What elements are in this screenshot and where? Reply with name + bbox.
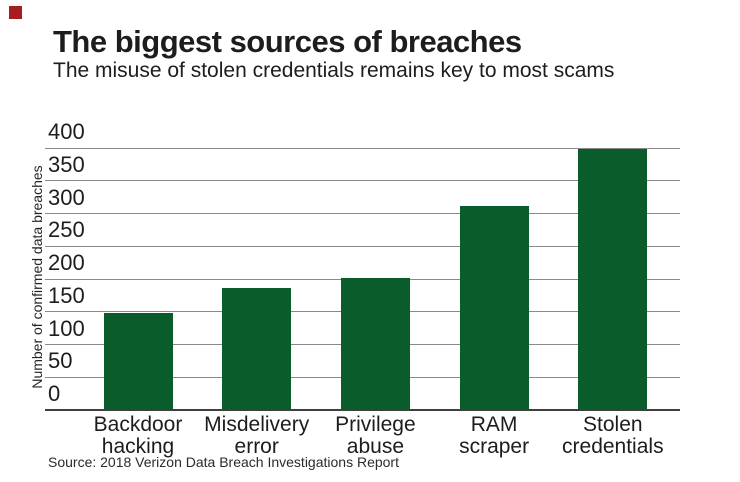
- x-category-label: Misdelivery error: [204, 413, 310, 458]
- x-category-label: Privilege abuse: [335, 413, 416, 458]
- y-tick-label: 100: [48, 315, 85, 341]
- x-axis-line: [45, 409, 680, 411]
- chart-title: The biggest sources of breaches: [53, 24, 522, 59]
- bar-ram-scraper: [459, 205, 529, 410]
- x-category-label: RAM scraper: [459, 413, 530, 458]
- y-tick-label: 250: [48, 217, 85, 243]
- chart-subtitle: The misuse of stolen credentials remains…: [53, 59, 615, 82]
- source-note: Source: 2018 Verizon Data Breach Investi…: [48, 454, 399, 470]
- y-tick-label: 350: [48, 151, 85, 177]
- bar-stolen-credentials: [578, 148, 648, 410]
- plot-area: 0 50 100 150 200 250 300 350 400 Backdoor hacking…: [45, 120, 680, 458]
- bar-misdelivery-error: [222, 287, 292, 410]
- x-category-label: Backdoor hacking: [93, 413, 183, 458]
- y-axis-title: Number of confirmed data breaches: [29, 165, 45, 389]
- gridline: [45, 213, 680, 214]
- bar-privilege-abuse: [340, 278, 410, 410]
- gridline: [45, 245, 680, 247]
- x-category-label: Stolen credentials: [562, 413, 664, 458]
- brand-logo-square: [9, 6, 22, 19]
- gridline: [45, 147, 680, 149]
- y-tick-label: 200: [48, 250, 85, 275]
- bar-backdoor-hacking: [103, 313, 173, 410]
- y-tick-label: 300: [48, 184, 85, 210]
- y-tick-label: 150: [48, 282, 85, 308]
- gridline: [45, 180, 680, 182]
- y-tick-label: 400: [48, 119, 85, 144]
- y-tick-label: 50: [48, 348, 73, 374]
- y-tick-label: 0: [48, 381, 61, 406]
